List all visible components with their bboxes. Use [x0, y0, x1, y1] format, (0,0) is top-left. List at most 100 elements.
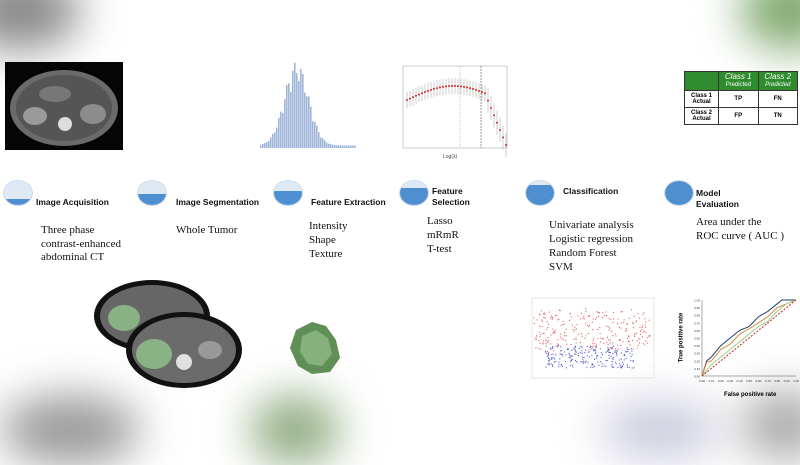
scatter-point [645, 331, 647, 333]
scatter-point [551, 328, 554, 330]
description-line: mRmR [427, 229, 459, 241]
scatter-point [588, 356, 591, 358]
scatter-point [533, 317, 535, 319]
histogram-bar [330, 144, 332, 148]
histogram-bar [262, 144, 264, 148]
histogram-bar [320, 137, 322, 148]
stage-progress-icon [3, 180, 33, 206]
scatter-point [558, 318, 560, 320]
bg-blob [740, 0, 800, 50]
scatter-point [568, 352, 570, 354]
scatter-point [554, 329, 556, 332]
scatter-point [619, 366, 622, 368]
scatter-point [606, 359, 608, 362]
scatter-point [562, 355, 564, 357]
scatter-point [604, 315, 606, 317]
scatter-point [545, 343, 547, 345]
scatter-point [619, 339, 621, 341]
scatter-point [597, 328, 599, 330]
scatter-point [585, 310, 587, 313]
stage-progress-icon [273, 180, 303, 206]
lasso-point [427, 89, 429, 92]
scatter-point [642, 314, 644, 316]
scatter-point [538, 339, 540, 342]
scatter-point [551, 316, 553, 318]
histogram-bar [350, 145, 352, 148]
scatter-point [577, 315, 579, 317]
scatter-point [585, 349, 587, 351]
scatter-point [643, 312, 645, 314]
scatter-point [615, 349, 617, 352]
scatter-point [605, 351, 607, 353]
scatter-point [550, 363, 552, 365]
scatter-point [609, 342, 611, 344]
roc-x-tick: 0.70 [765, 379, 771, 383]
plot-frame [531, 297, 655, 379]
scatter-point [553, 350, 555, 352]
scatter-point [609, 339, 612, 341]
scatter-point [642, 331, 644, 333]
scatter-point [573, 348, 575, 350]
roc-y-tick: 0.70 [694, 321, 700, 325]
scatter-point [595, 357, 597, 359]
scatter-point [630, 348, 633, 350]
scatter-point [554, 332, 556, 334]
scatter-point [571, 324, 573, 326]
histogram-bar [324, 140, 326, 148]
scatter-point [626, 347, 628, 349]
description-line: Area under the [696, 216, 762, 228]
scatter-point [541, 320, 543, 322]
scatter-point [611, 363, 613, 365]
scatter-point [546, 352, 548, 355]
stage-fill [274, 190, 302, 205]
scatter-point [606, 341, 608, 343]
stage-description: Lasso mRmR T-test [427, 214, 459, 256]
lasso-point [469, 87, 471, 90]
scatter-point [560, 346, 562, 348]
scatter-point [571, 364, 574, 366]
scatter-point [631, 354, 633, 356]
scatter-point [631, 350, 633, 352]
scatter-point [634, 333, 636, 335]
scatter-point [575, 339, 577, 341]
scatter-point [620, 311, 622, 313]
scatter-point [595, 345, 598, 348]
scatter-point [629, 352, 631, 354]
scatter-point [580, 345, 582, 347]
scatter-point [615, 363, 617, 365]
scatter-point [626, 337, 629, 340]
histogram-bar [272, 133, 274, 148]
scatter-point [575, 350, 577, 352]
scatter-point [605, 365, 607, 367]
scatter-point [609, 327, 611, 329]
scatter-point [608, 354, 610, 356]
histogram-bar [354, 145, 356, 148]
scatter-point [574, 326, 576, 328]
roc-x-tick: 0.30 [727, 379, 733, 383]
histogram-bar [282, 112, 284, 148]
scatter-point [628, 366, 630, 368]
scatter-point [547, 353, 550, 355]
cm-corner [684, 71, 719, 91]
scatter-point [641, 326, 643, 328]
scatter-point [594, 349, 596, 352]
scatter-point [568, 353, 571, 355]
scatter-point [592, 343, 594, 345]
scatter-point [547, 323, 550, 325]
scatter-point [536, 335, 538, 337]
scatter-point [593, 365, 595, 367]
roc-y-tick: 0.60 [694, 329, 700, 333]
roc-curve [701, 299, 797, 377]
scatter-point [574, 346, 577, 348]
scatter-point [562, 323, 564, 326]
scatter-point [644, 318, 646, 320]
scatter-point [538, 325, 541, 327]
scatter-point [558, 361, 560, 363]
scatter-point [575, 353, 577, 356]
scatter-point [612, 342, 614, 344]
scatter-point [542, 332, 544, 335]
scatter-point [607, 348, 610, 350]
scatter-point [544, 317, 546, 319]
scatter-point [587, 332, 590, 335]
scatter-point [587, 351, 589, 353]
